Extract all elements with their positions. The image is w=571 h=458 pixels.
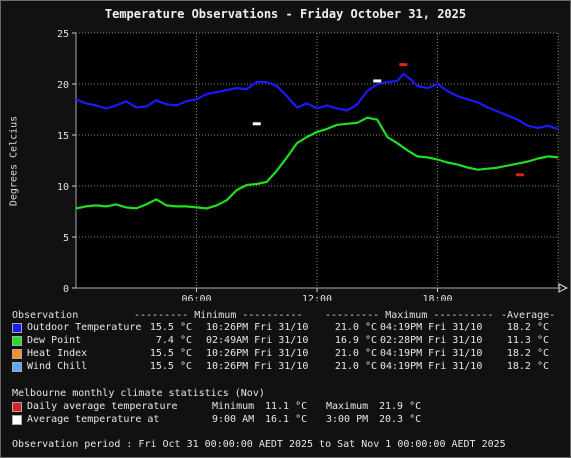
legend-header-minimum: --------- Minimum ---------- — [134, 310, 303, 321]
y-tick-label: 20 — [57, 80, 69, 91]
heat-index-swatch — [12, 349, 22, 359]
legend-row-name: Wind Chill — [27, 361, 88, 372]
legend-row-name: Outdoor Temperature — [27, 322, 142, 333]
legend-row-avg: 18.2 °C — [506, 361, 549, 372]
legend-row-max: 16.9 °C — [334, 335, 377, 346]
legend-row-max: 21.0 °C — [334, 361, 377, 372]
legend-row-min: 15.5 °C — [149, 322, 192, 333]
grid-lines — [76, 32, 559, 288]
legend-row-min: 7.4 °C — [155, 335, 192, 346]
legend-row-min-time: 10:26PM Fri 31/10 — [206, 361, 309, 372]
legend-row-min-time: 10:26PM Fri 31/10 — [206, 322, 309, 333]
x-tick-label: 06:00 — [181, 294, 211, 301]
climate-max-label: Maximum — [326, 401, 369, 412]
legend-row-min: 15.5 °C — [149, 348, 192, 359]
x-tick-label: 12:00 — [302, 294, 332, 301]
outdoor-temperature-swatch — [12, 323, 22, 333]
legend-row-max-time: 04:19PM Fri 31/10 — [380, 361, 483, 372]
legend-row-avg: 18.2 °C — [506, 322, 549, 333]
climate-heading: Melbourne monthly climate statistics (No… — [12, 388, 265, 399]
legend-row-min: 15.5 °C — [149, 361, 192, 372]
climate-markers — [252, 63, 524, 177]
series-lines — [75, 72, 559, 210]
legend-row-min-time: 02:49AM Fri 31/10 — [206, 335, 309, 346]
daily-average-label: Daily average temperature — [27, 401, 178, 412]
y-tick-label: 5 — [63, 233, 69, 244]
observation-period: Observation period : Fri Oct 31 00:00:00… — [12, 439, 506, 450]
legend-row-name: Heat Index — [27, 348, 88, 359]
y-tick-label: 10 — [57, 182, 69, 193]
average-temperature-at-label: Average temperature at — [27, 414, 160, 425]
climate-max-value: 21.9 °C — [379, 401, 422, 412]
wind-chill-swatch — [12, 362, 22, 372]
x-tick-label: 18:00 — [422, 294, 452, 301]
legend-row-max-time: 02:28PM Fri 31/10 — [380, 335, 483, 346]
avg-at-time-2: 3:00 PM — [326, 414, 369, 425]
dew-point-line — [75, 116, 559, 210]
avg-at-time-1: 9:00 AM — [212, 414, 255, 425]
y-tick-label: 0 — [63, 284, 69, 295]
legend-row-avg: 18.2 °C — [506, 348, 549, 359]
temperature-chart: 0 5 10 15 20 25 06:00 12:00 18:00 — [57, 29, 569, 301]
chart-title: Temperature Observations - Friday Octobe… — [104, 7, 467, 21]
avg-at-value-2: 20.3 °C — [379, 414, 422, 425]
x-axis: 06:00 12:00 18:00 — [181, 288, 453, 301]
legend-row-max-time: 04:19PM Fri 31/10 — [380, 322, 483, 333]
dew-point-swatch — [12, 336, 22, 346]
y-axis-label: Degrees Celcius — [8, 115, 20, 207]
x-axis-arrow — [558, 283, 569, 293]
legend-row-max: 21.0 °C — [334, 348, 377, 359]
legend-row-name: Dew Point — [27, 335, 82, 346]
legend-row-min-time: 10:26PM Fri 31/10 — [206, 348, 309, 359]
legend-header-maximum: --------- Maximum ---------- — [325, 310, 494, 321]
climate-min-label: Minimum — [212, 401, 255, 412]
legend-row-max-time: 04:19PM Fri 31/10 — [380, 348, 483, 359]
daily-average-swatch — [12, 402, 22, 412]
legend-header-average: -Average- — [501, 310, 556, 321]
climate-min-value: 11.1 °C — [265, 401, 308, 412]
y-tick-label: 15 — [57, 131, 69, 142]
outdoor-temperature-line — [75, 72, 559, 130]
average-temperature-at-swatch — [12, 415, 22, 425]
legend-row-avg: 11.3 °C — [506, 335, 549, 346]
y-tick-label: 25 — [57, 29, 69, 40]
y-axis: 0 5 10 15 20 25 — [57, 29, 77, 295]
avg-at-value-1: 16.1 °C — [265, 414, 308, 425]
legend-header-observation: Observation — [12, 310, 79, 321]
legend-row-max: 21.0 °C — [334, 322, 377, 333]
